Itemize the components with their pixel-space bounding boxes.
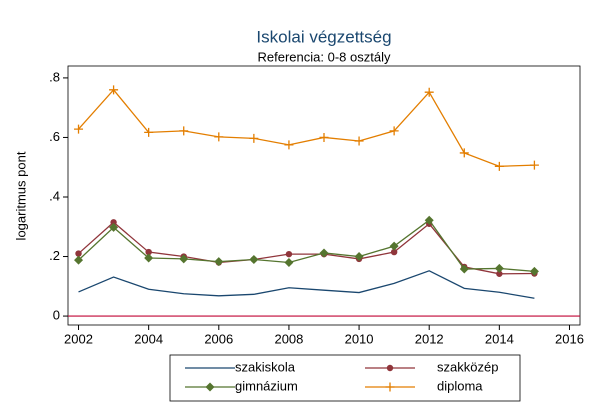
marker <box>74 124 84 134</box>
marker <box>459 264 469 274</box>
marker <box>496 270 503 277</box>
y-tick-label: .4 <box>49 188 60 203</box>
marker <box>385 382 395 392</box>
y-tick-label: .6 <box>49 129 60 144</box>
series-line <box>78 221 535 275</box>
marker <box>284 257 294 267</box>
marker <box>144 253 154 263</box>
x-tick-label: 2006 <box>204 331 233 346</box>
x-tick-label: 2010 <box>345 331 374 346</box>
marker <box>214 132 224 142</box>
y-tick-label: .8 <box>49 69 60 84</box>
marker <box>390 248 398 256</box>
series-line <box>78 270 535 299</box>
marker <box>110 219 117 226</box>
y-tick-label: .2 <box>49 248 60 263</box>
marker <box>386 364 394 372</box>
x-tick-label: 2004 <box>134 331 163 346</box>
marker <box>459 148 469 158</box>
marker <box>389 126 399 136</box>
x-tick-label: 2014 <box>485 331 514 346</box>
marker <box>494 161 504 171</box>
marker <box>319 248 329 258</box>
marker <box>109 85 119 95</box>
marker <box>205 382 215 392</box>
series-line <box>78 88 535 167</box>
marker <box>529 266 539 276</box>
marker <box>389 241 399 251</box>
legend-label: diploma <box>437 378 483 393</box>
x-tick-label: 2008 <box>274 331 303 346</box>
marker <box>214 257 224 267</box>
marker <box>249 255 259 265</box>
legend-label: szakközép <box>437 359 498 374</box>
marker <box>144 127 154 137</box>
legend-label: szakiskola <box>235 359 296 374</box>
marker <box>74 255 84 265</box>
marker <box>354 136 364 146</box>
marker <box>494 263 504 273</box>
marker <box>285 250 293 258</box>
marker <box>179 126 189 136</box>
y-axis-label: logaritmus pont <box>13 151 28 240</box>
marker <box>284 140 294 150</box>
marker <box>424 215 434 225</box>
legend-label: gimnázium <box>235 378 298 393</box>
chart-subtitle: Referencia: 0-8 osztály <box>258 49 391 64</box>
marker <box>354 252 364 262</box>
marker <box>529 160 539 170</box>
marker <box>145 248 152 256</box>
x-tick-label: 2016 <box>555 331 584 346</box>
chart-title: Iskolai végzettség <box>256 27 391 46</box>
y-tick-label: 0 <box>53 308 60 323</box>
marker <box>319 132 329 142</box>
x-tick-label: 2012 <box>415 331 444 346</box>
x-tick-label: 2002 <box>64 331 93 346</box>
marker <box>179 254 189 264</box>
marker <box>424 87 434 97</box>
legend-box <box>169 354 521 402</box>
series-line <box>78 219 535 273</box>
marker <box>109 222 119 232</box>
plot-frame <box>67 65 581 326</box>
marker <box>249 133 259 143</box>
marker <box>75 250 82 257</box>
